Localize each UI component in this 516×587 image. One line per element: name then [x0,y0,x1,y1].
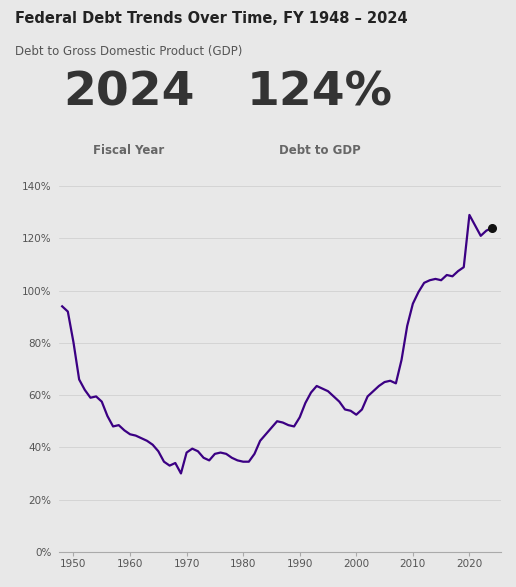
Text: 2024: 2024 [63,71,195,116]
Text: 124%: 124% [247,71,393,116]
Text: Federal Debt Trends Over Time, FY 1948 – 2024: Federal Debt Trends Over Time, FY 1948 –… [15,11,408,26]
Text: Debt to GDP: Debt to GDP [279,144,361,157]
Text: Debt to Gross Domestic Product (GDP): Debt to Gross Domestic Product (GDP) [15,45,243,59]
Text: Fiscal Year: Fiscal Year [93,144,165,157]
